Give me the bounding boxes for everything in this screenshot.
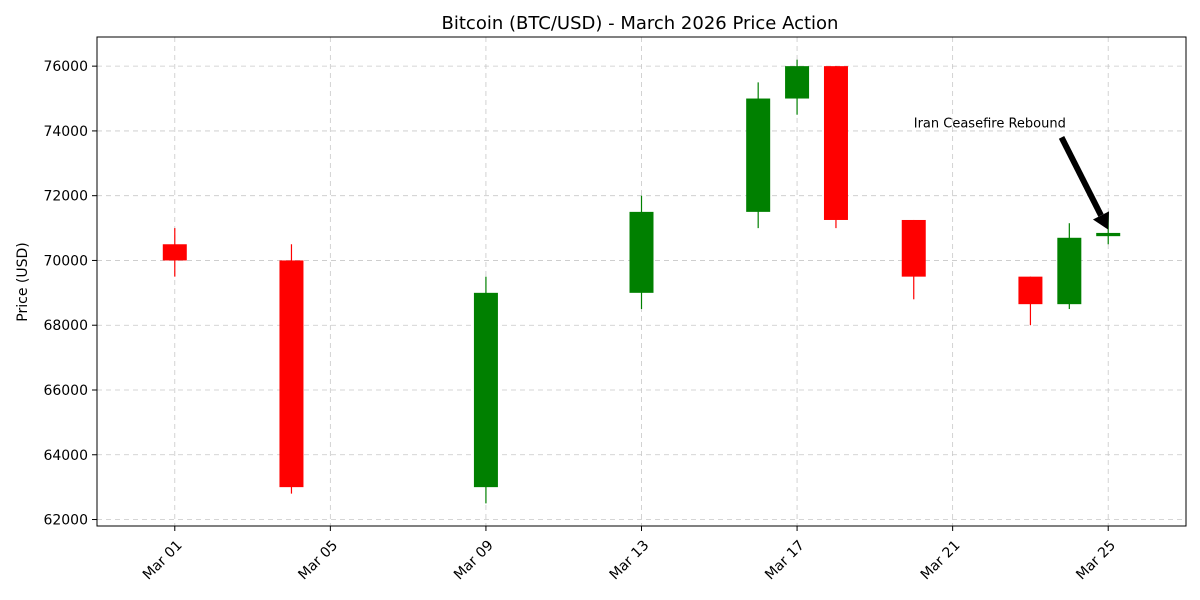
candle-body-up [746,98,771,212]
x-tick-label: Mar 21 [918,538,964,584]
candle-body-up [1057,237,1082,305]
y-tick-label: 68000 [43,318,88,334]
y-tick-label: 70000 [43,253,88,269]
y-tick-label: 72000 [43,189,88,205]
y-tick-label: 64000 [43,448,88,464]
annotation-text: Iran Ceasefire Rebound [914,117,1066,132]
chart-title: Bitcoin (BTC/USD) - March 2026 Price Act… [442,13,839,34]
y-tick-label: 76000 [43,59,88,75]
x-tick-label: Mar 13 [607,538,653,584]
x-tick-label: Mar 17 [762,538,808,584]
annotation-layer: Iran Ceasefire Rebound [914,117,1110,230]
y-tick-label: 66000 [43,383,88,399]
plot-frame [96,36,1187,527]
candle-body-down [162,244,187,261]
candle-body-up [1096,232,1121,237]
candle-body-up [473,292,498,488]
annotation-arrow-shaft [1058,136,1104,217]
candle-layer [162,59,1121,504]
annotation-arrow-head [1092,211,1110,230]
y-tick-label: 74000 [43,124,88,140]
candle-body-down [1018,276,1043,305]
candle-body-down [901,219,926,277]
candle-body-up [629,211,654,293]
candle-body-down [823,66,848,220]
candle-body-up [785,66,810,99]
candle-body-down [279,260,304,488]
x-tick-label: Mar 25 [1073,538,1119,584]
x-tick-label: Mar 05 [295,538,341,584]
x-tick-label: Mar 01 [140,538,186,584]
y-tick-label: 62000 [43,513,88,529]
y-axis-label: Price (USD) [15,242,31,321]
x-tick-label: Mar 09 [451,538,497,584]
